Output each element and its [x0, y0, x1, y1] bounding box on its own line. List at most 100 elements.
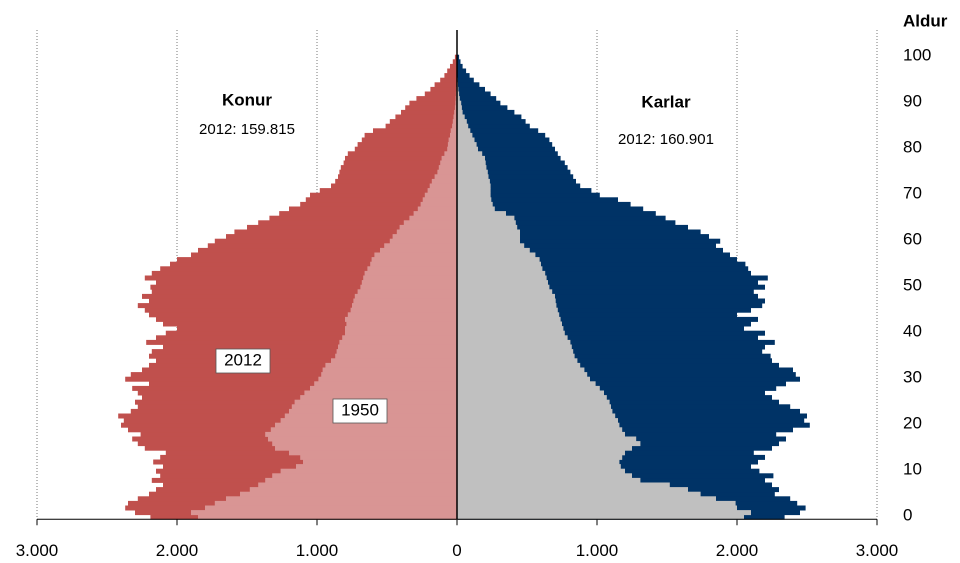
- bar: [149, 298, 457, 304]
- bar: [149, 362, 457, 368]
- bar: [457, 312, 560, 318]
- bar: [457, 362, 581, 368]
- bar: [413, 211, 457, 217]
- bar: [305, 197, 457, 203]
- bar: [457, 123, 530, 129]
- bar: [137, 303, 458, 309]
- bar: [296, 464, 457, 470]
- bar: [457, 399, 610, 405]
- bar: [457, 454, 623, 460]
- bar: [457, 169, 571, 175]
- bar: [457, 330, 765, 336]
- bar: [457, 339, 571, 345]
- bar: [318, 376, 457, 382]
- bar: [373, 128, 457, 134]
- bar: [457, 73, 470, 79]
- bar: [361, 280, 457, 286]
- bar: [457, 197, 618, 203]
- x-tick-label: 3.000: [16, 541, 59, 560]
- bar: [144, 275, 458, 281]
- bar: [289, 206, 457, 212]
- bar: [457, 206, 644, 212]
- bar: [457, 183, 491, 189]
- bar: [457, 165, 568, 171]
- bar: [357, 142, 457, 148]
- bar: [371, 257, 457, 263]
- bar: [452, 123, 457, 129]
- bar: [457, 105, 508, 111]
- bar: [457, 335, 758, 341]
- bar: [457, 270, 751, 276]
- bar: [300, 454, 457, 460]
- bar: [457, 266, 543, 272]
- bar: [457, 229, 701, 235]
- bar: [314, 381, 457, 387]
- bar: [457, 436, 637, 442]
- bar: [191, 510, 457, 516]
- bar: [457, 413, 807, 419]
- bar: [417, 206, 457, 212]
- bar: [374, 252, 457, 258]
- bar: [457, 303, 557, 309]
- bar: [226, 496, 457, 502]
- bar: [457, 289, 553, 295]
- bar: [352, 303, 457, 309]
- bar: [347, 312, 457, 318]
- bar: [265, 477, 457, 483]
- bar: [457, 367, 585, 373]
- bar: [457, 224, 688, 230]
- annotation: 2012: 160.901: [618, 131, 714, 148]
- bar: [457, 307, 558, 313]
- bar: [322, 367, 457, 373]
- bar: [310, 385, 457, 391]
- bar: [457, 385, 777, 391]
- bar: [163, 344, 457, 350]
- bar: [457, 280, 758, 286]
- bar: [395, 114, 457, 120]
- bar: [300, 395, 457, 401]
- bar: [457, 109, 463, 115]
- bar: [454, 105, 457, 111]
- bar: [457, 418, 618, 424]
- bar: [457, 339, 775, 345]
- bar: [151, 349, 458, 355]
- bar: [457, 385, 600, 391]
- bar: [457, 178, 576, 184]
- bar: [434, 174, 457, 180]
- bar: [457, 137, 550, 143]
- bar: [142, 293, 457, 299]
- bar: [457, 146, 478, 152]
- bar: [457, 238, 721, 244]
- bar: [457, 243, 525, 249]
- bar: [457, 358, 772, 364]
- annotation: 2012: [224, 350, 262, 369]
- bar: [457, 91, 491, 97]
- y-tick-label: 40: [903, 321, 922, 340]
- x-tick-label: 2.000: [156, 541, 199, 560]
- bar: [457, 395, 607, 401]
- bar: [457, 77, 474, 83]
- bar: [198, 247, 457, 253]
- bar: [457, 142, 553, 148]
- annotation: 1950: [341, 400, 379, 419]
- bar: [343, 160, 457, 166]
- bar: [457, 298, 556, 304]
- bar: [457, 234, 520, 240]
- bar: [457, 349, 763, 355]
- y-tick-label: 0: [903, 505, 912, 524]
- bar: [457, 192, 600, 198]
- bar: [457, 119, 526, 125]
- bar: [457, 404, 791, 410]
- bar: [457, 123, 469, 129]
- bar: [424, 192, 457, 198]
- x-tick-label: 1.000: [576, 541, 619, 560]
- bar: [156, 280, 457, 286]
- bar: [331, 358, 457, 364]
- bar: [457, 224, 518, 230]
- bar: [440, 77, 457, 83]
- bar: [457, 404, 611, 410]
- bar: [340, 165, 457, 171]
- bar: [457, 510, 751, 516]
- bar: [310, 192, 457, 198]
- bar: [457, 464, 621, 470]
